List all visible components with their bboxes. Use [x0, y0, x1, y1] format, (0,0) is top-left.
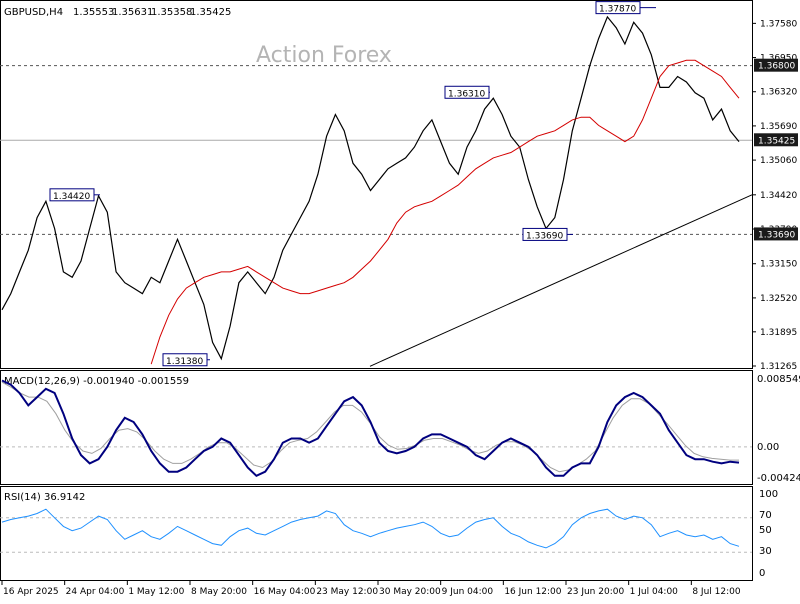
- macd-line: [1, 379, 740, 477]
- x-tick-label: 23 Jun 20:00: [567, 587, 624, 597]
- annotation-box: [444, 85, 490, 99]
- rsi-tick-100: 100: [759, 489, 778, 500]
- macd-panel-frame: [0, 370, 753, 485]
- price-tick-label: 1.32520: [760, 294, 797, 304]
- x-tick-label: 23 May 12:00: [316, 587, 378, 597]
- close-value: 1.35425: [190, 7, 231, 18]
- level-label-bg: [754, 58, 798, 72]
- low-value: 1.35358: [151, 7, 192, 18]
- watermark: Action Forex: [256, 43, 392, 68]
- macd-lines: [0, 379, 752, 477]
- current-price-bg: [754, 133, 798, 147]
- symbol-label: GBPUSD,H4: [4, 7, 63, 18]
- x-tick-label: 30 May 20:00: [379, 587, 441, 597]
- rsi-tick-50: 50: [759, 525, 772, 536]
- annotation-label: 1.31380: [166, 357, 203, 367]
- price-panel-frame: [0, 0, 753, 369]
- price-tick-label: 1.31265: [760, 362, 797, 372]
- macd-tick-top: 0.008549: [757, 374, 800, 385]
- rsi-line: [1, 508, 740, 549]
- rsi-tick-70: 70: [759, 510, 772, 521]
- rsi-lines: [0, 508, 752, 553]
- annotation-label: 1.36310: [448, 89, 485, 99]
- level-label: 1.36800: [758, 62, 795, 72]
- rsi-yaxis: 100 70 50 30 0: [759, 489, 778, 579]
- price-tick-label: 1.35690: [760, 122, 797, 132]
- annotation-box: [595, 1, 641, 15]
- x-tick-label: 9 Jun 04:00: [442, 587, 494, 597]
- price-tick-label: 1.35060: [760, 156, 797, 166]
- rsi-panel-frame: [0, 486, 753, 581]
- x-tick-label: 16 May 04:00: [254, 587, 316, 597]
- level-label: 1.33690: [758, 230, 795, 240]
- x-tick-label: 16 Jun 12:00: [504, 587, 561, 597]
- macd-header: MACD(12,26,9) -0.001940 -0.001559: [4, 376, 189, 387]
- x-tick-label: 16 Apr 2025: [3, 587, 59, 597]
- current-price-label: 1.35425: [758, 136, 795, 146]
- x-tick-label: 8 Jul 12:00: [692, 587, 741, 597]
- high-value: 1.35631: [112, 7, 153, 18]
- price-line: [1, 15, 740, 361]
- price-tick-label: 1.36950: [760, 54, 797, 64]
- annotation-label: 1.37870: [599, 5, 636, 15]
- price-annotations: 1.34420 1.31380 1.36310 1.33690 1.37870: [49, 1, 656, 367]
- xaxis: 16 Apr 2025 24 Apr 04:00 1 May 12:00 8 May …: [1, 581, 741, 597]
- trendline: [369, 194, 753, 367]
- price-tick-label: 1.33150: [760, 260, 797, 270]
- annotation-box: [162, 353, 208, 367]
- rsi-header: RSI(14) 36.9142: [4, 492, 85, 503]
- level-label-bg: [754, 227, 798, 241]
- price-yaxis: 1.37580 1.36950 1.36320 1.35690 1.35060 1.344…: [752, 19, 797, 372]
- moving-average-line: [150, 59, 740, 365]
- x-tick-label: 24 Apr 04:00: [66, 587, 125, 597]
- annotation-label: 1.34420: [53, 192, 90, 202]
- macd-yaxis: 0.008549 0.00 -0.004248: [757, 374, 800, 484]
- rsi-tick-0: 0: [759, 568, 765, 579]
- annotation-box: [522, 227, 568, 241]
- open-value: 1.35553: [73, 7, 114, 18]
- price-tick-label: 1.34420: [760, 191, 797, 201]
- x-tick-label: 1 May 12:00: [128, 587, 184, 597]
- x-tick-label: 1 Jul 04:00: [630, 587, 679, 597]
- price-tick-label: 1.37580: [760, 19, 797, 29]
- annotation-box: [49, 188, 95, 202]
- price-tick-label: 1.36320: [760, 88, 797, 98]
- price-lines: 1.36800 1.33690 1.35425: [0, 15, 798, 367]
- price-tick-label: 1.31895: [760, 328, 797, 338]
- macd-tick-bottom: -0.004248: [757, 473, 800, 484]
- macd-tick-zero: 0.00: [757, 442, 779, 453]
- x-tick-label: 8 May 20:00: [191, 587, 247, 597]
- price-header: GBPUSD,H4 1.35553 1.35631 1.35358 1.3542…: [4, 7, 231, 18]
- annotation-label: 1.33690: [526, 231, 563, 241]
- rsi-tick-30: 30: [759, 546, 772, 557]
